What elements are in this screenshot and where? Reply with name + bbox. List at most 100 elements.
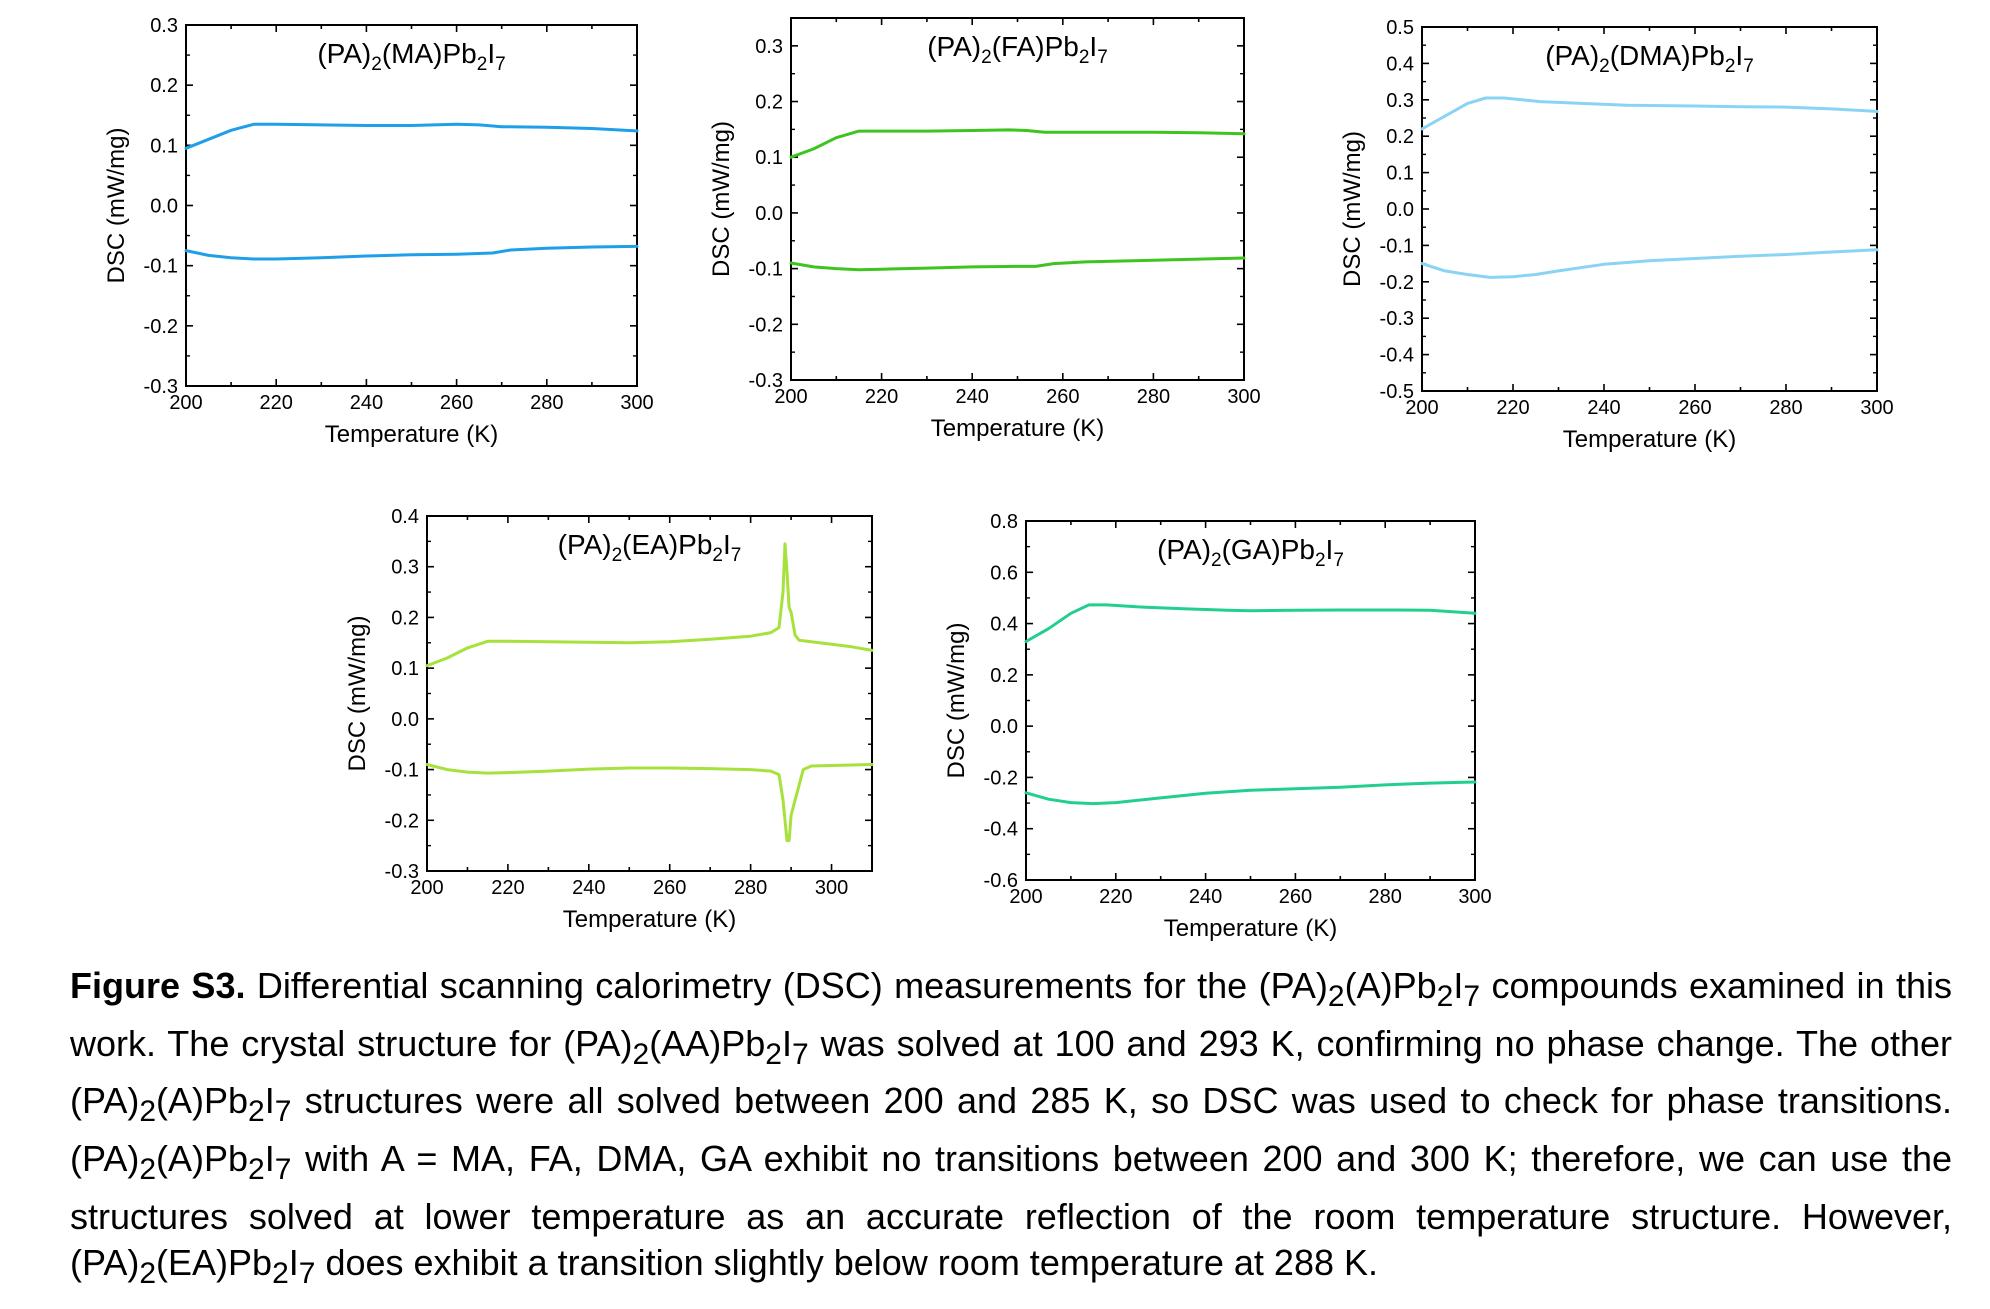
x-tick-label: 300 (1227, 386, 1260, 408)
title-subscript: 2 (1211, 550, 1222, 571)
x-tick-label: 240 (1189, 886, 1222, 908)
y-tick-label: 0.1 (1386, 163, 1414, 185)
x-tick-label: 240 (956, 386, 989, 408)
y-axis-title: DSC (mW/mg) (943, 623, 970, 779)
title-subscript: 2 (371, 54, 382, 75)
title-subscript: 7 (1743, 56, 1754, 77)
plot-frame (426, 515, 873, 872)
y-tick-label: 0.2 (755, 92, 783, 114)
y-tick-label: -0.3 (1380, 308, 1414, 330)
title-text: I (1735, 40, 1743, 71)
y-tick-label: -0.2 (984, 767, 1018, 789)
plot-frame (185, 24, 638, 387)
x-tick-label: 260 (440, 392, 473, 414)
y-tick-label: -0.5 (1380, 381, 1414, 403)
y-tick-label: 0.2 (990, 665, 1018, 687)
dsc-cooling-curve (184, 244, 639, 261)
panel-title: (PA)2(GA)Pb2I7 (1157, 534, 1344, 571)
y-tick-label: 0.2 (391, 607, 419, 629)
x-tick-label: 300 (1458, 886, 1491, 908)
y-tick-label: 0.2 (150, 75, 178, 97)
x-tick-label: 260 (1678, 397, 1711, 419)
x-tick-label: 200 (774, 386, 807, 408)
dsc-heating-curve (1420, 96, 1879, 131)
y-tick-label: 0.1 (391, 658, 419, 680)
y-tick-label: -0.2 (1380, 272, 1414, 294)
x-tick-label: 280 (734, 877, 767, 899)
dsc-heating-curve (1024, 603, 1477, 643)
x-tick-label: 280 (1369, 886, 1402, 908)
dsc-figure: 200 220 240 260 280 300 -0.3 -0.2 -0.1 0.0 0.1 0.2 0… (103, 15, 1894, 942)
plot-frame (1025, 520, 1476, 881)
dsc-cooling-curve (1420, 248, 1879, 279)
x-tick-label: 220 (260, 392, 293, 414)
title-text: (FA)Pb (992, 31, 1079, 62)
x-tick-label: 280 (530, 392, 563, 414)
y-tick-label: 0.2 (1386, 126, 1414, 148)
y-tick-label: 0.3 (150, 15, 178, 37)
title-text: (PA) (927, 31, 981, 62)
y-tick-label: -0.2 (144, 316, 178, 338)
dsc-heating-curve (425, 542, 874, 668)
title-subscript: 2 (477, 54, 488, 75)
y-tick-label: -0.1 (749, 259, 783, 281)
title-text: (PA) (558, 529, 612, 560)
title-text: (PA) (1545, 40, 1599, 71)
y-tick-label: -0.2 (385, 810, 419, 832)
title-text: (GA)Pb (1222, 534, 1315, 565)
title-subscript: 2 (1315, 550, 1326, 571)
dsc-heating-curve (789, 128, 1246, 159)
title-text: (MA)Pb (382, 38, 477, 69)
y-tick-label: -0.4 (1380, 345, 1414, 367)
y-tick-label: 0.4 (990, 614, 1018, 636)
chart-panel: 200 220 240 260 280 300 -0.3 -0.2 -0.1 0.0 0.1 0.2 0… (344, 506, 874, 933)
title-subscript: 7 (731, 545, 742, 566)
x-tick-label: 300 (1860, 397, 1893, 419)
y-tick-label: -0.3 (749, 370, 783, 392)
plot-frame (1421, 26, 1878, 392)
x-tick-label: 260 (1279, 886, 1312, 908)
x-axis-title: Temperature (K) (931, 415, 1104, 442)
title-text: (PA) (1157, 534, 1211, 565)
dsc-cooling-curve (789, 256, 1246, 272)
x-tick-label: 200 (169, 392, 202, 414)
title-subscript: 2 (1079, 47, 1090, 68)
x-tick-label: 300 (815, 877, 848, 899)
y-axis-title: DSC (mW/mg) (1339, 131, 1366, 287)
x-tick-label: 300 (620, 392, 653, 414)
y-tick-label: 0.4 (391, 506, 419, 528)
y-tick-label: 0.4 (1386, 53, 1414, 75)
title-subscript: 7 (1097, 47, 1108, 68)
y-axis-title: DSC (mW/mg) (344, 616, 371, 772)
y-tick-label: 0.1 (150, 135, 178, 157)
x-tick-label: 240 (350, 392, 383, 414)
dsc-cooling-curve (1024, 780, 1477, 806)
y-tick-label: 0.0 (990, 716, 1018, 738)
x-tick-label: 220 (865, 386, 898, 408)
y-tick-label: 0.5 (1386, 17, 1414, 39)
title-subscript: 2 (1599, 56, 1610, 77)
x-axis-title: Temperature (K) (1164, 915, 1337, 942)
title-text: I (1089, 31, 1097, 62)
x-tick-label: 280 (1137, 386, 1170, 408)
x-tick-label: 200 (1009, 886, 1042, 908)
x-tick-label: 220 (1099, 886, 1132, 908)
x-tick-label: 220 (1496, 397, 1529, 419)
y-tick-label: 0.3 (391, 557, 419, 579)
x-axis-title: Temperature (K) (325, 421, 498, 448)
y-tick-label: 0.6 (990, 562, 1018, 584)
y-tick-label: -0.6 (984, 870, 1018, 892)
x-tick-label: 280 (1769, 397, 1802, 419)
y-axis-title: DSC (mW/mg) (103, 128, 130, 284)
y-tick-label: 0.0 (1386, 199, 1414, 221)
title-subscript: 2 (712, 545, 723, 566)
title-text: I (1326, 534, 1334, 565)
x-tick-label: 260 (653, 877, 686, 899)
x-axis-title: Temperature (K) (1563, 426, 1736, 453)
x-tick-label: 200 (410, 877, 443, 899)
panel-title: (PA)2(DMA)Pb2I7 (1545, 40, 1754, 77)
title-text: I (723, 529, 731, 560)
x-tick-label: 260 (1046, 386, 1079, 408)
y-tick-label: 0.1 (755, 147, 783, 169)
y-tick-label: 0.8 (990, 511, 1018, 533)
